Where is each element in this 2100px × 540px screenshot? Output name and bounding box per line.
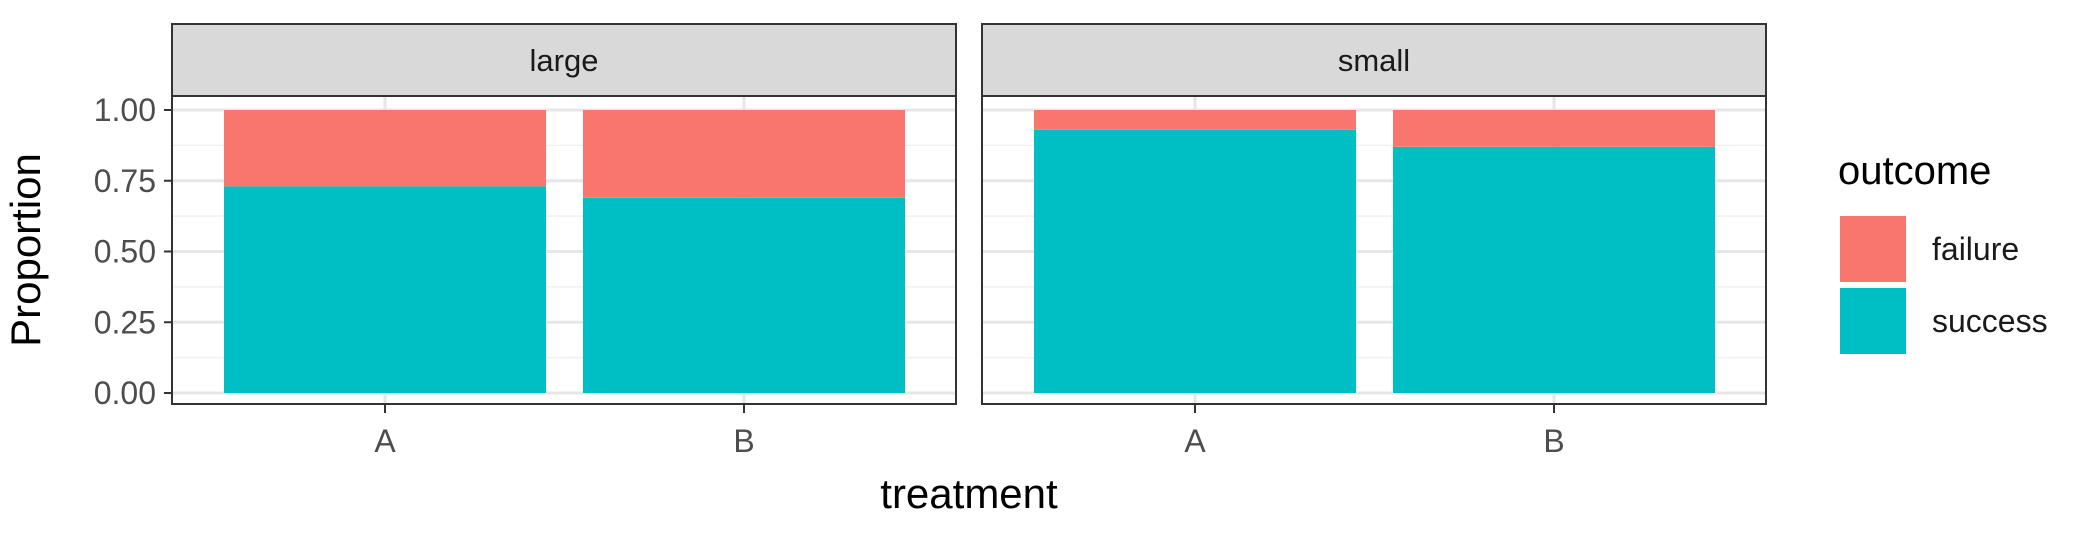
facet-panel-large: large A B (171, 23, 957, 459)
x-tick-label: A (1184, 423, 1206, 459)
facet-panel-small: small A B (981, 23, 1767, 459)
facet-strip-label: small (1338, 43, 1410, 78)
bar-success-small-A (1034, 129, 1356, 393)
x-tick-label: B (733, 423, 754, 459)
y-axis-title: Proportion (2, 153, 49, 347)
y-tick-label: 0.75 (94, 163, 156, 199)
y-tick-label: 1.00 (94, 92, 156, 128)
bar-success-large-A (224, 186, 546, 393)
panel-border (171, 95, 957, 405)
legend-label-success: success (1932, 303, 2048, 339)
legend-key-success (1840, 288, 1906, 354)
y-tick-label: 0.50 (94, 234, 156, 270)
facet-strip (981, 23, 1767, 97)
legend-title: outcome (1838, 149, 1991, 193)
legend: outcome failure success (1838, 149, 2048, 354)
y-tick-label: 0.00 (94, 375, 156, 411)
x-tick-label: B (1543, 423, 1564, 459)
x-tick-label: A (374, 423, 396, 459)
bar-failure-small-B (1393, 110, 1715, 147)
bar-failure-small-A (1034, 110, 1356, 130)
panel-border (981, 95, 1767, 405)
y-axis: 0.00 0.25 0.50 0.75 1.00 (94, 92, 172, 411)
bar-success-small-B (1393, 146, 1715, 393)
x-axis-title: treatment (880, 470, 1058, 517)
legend-key-failure (1840, 216, 1906, 282)
facet-strip-label: large (530, 43, 599, 78)
bar-success-large-B (583, 197, 905, 393)
bar-failure-large-B (583, 110, 905, 198)
bar-failure-large-A (224, 110, 546, 187)
legend-label-failure: failure (1932, 231, 2019, 267)
facet-strip (171, 23, 957, 97)
y-tick-label: 0.25 (94, 304, 156, 340)
